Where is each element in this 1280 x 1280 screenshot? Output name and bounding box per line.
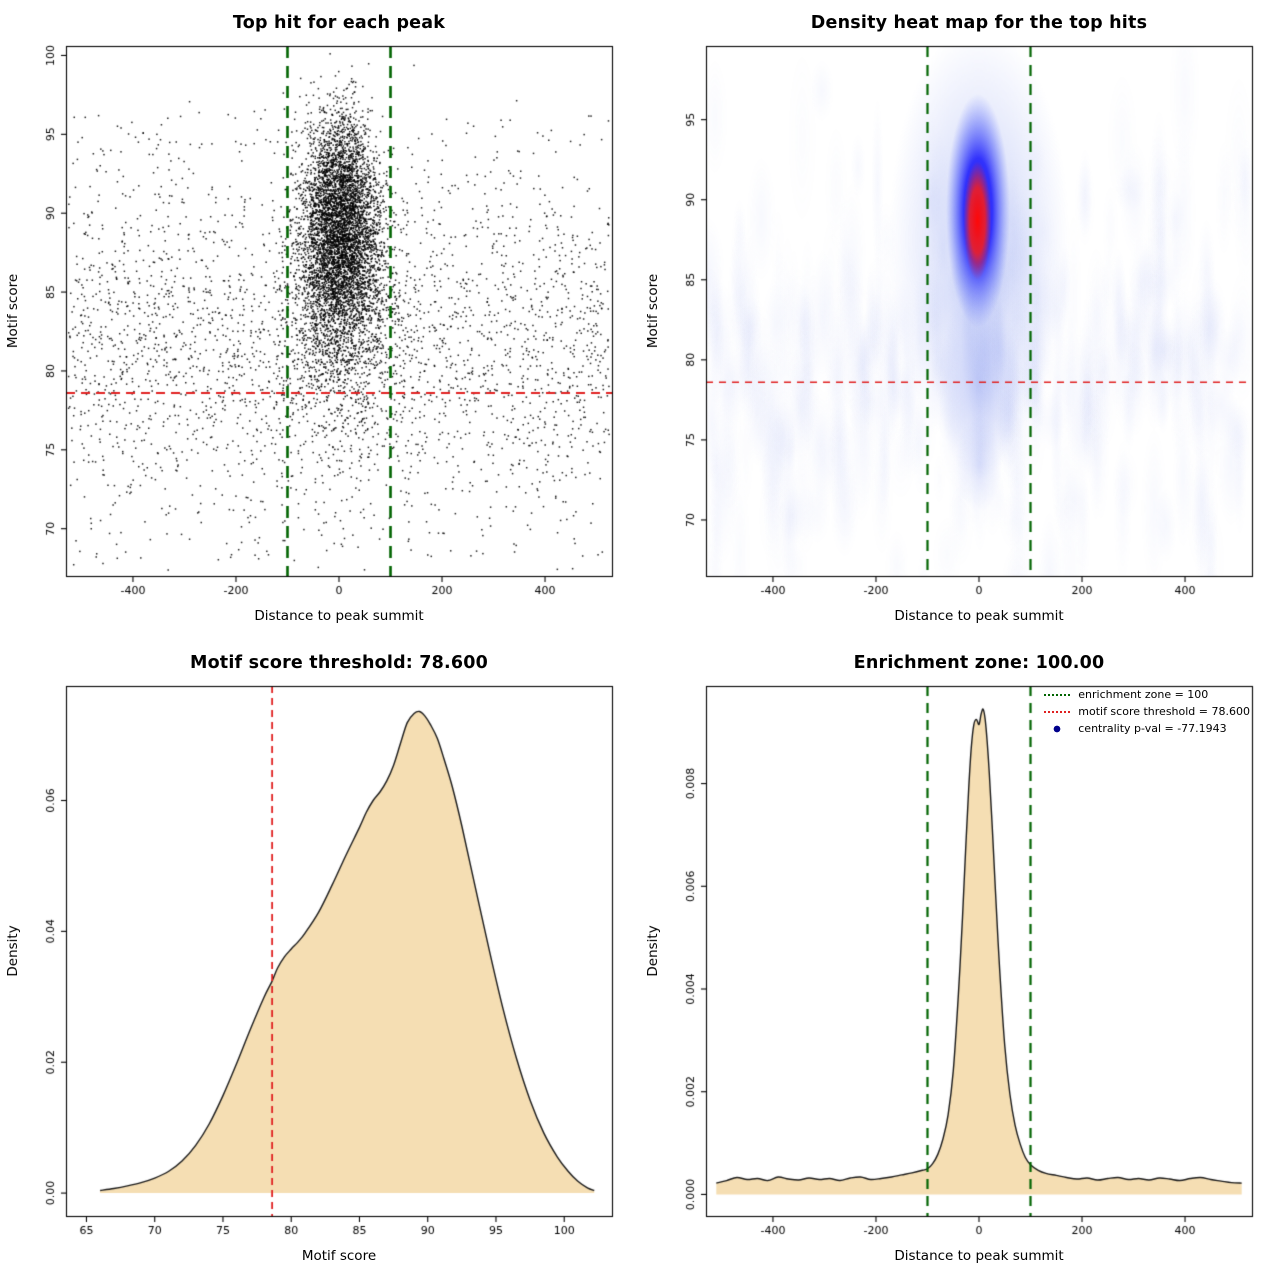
legend-item-score-threshold: motif score threshold = 78.600	[1044, 705, 1250, 718]
enrichment-density-xlabel: Distance to peak summit	[894, 1248, 1064, 1264]
score-threshold-line-icon	[1044, 710, 1071, 713]
chart-legend: enrichment zone = 100 motif score thresh…	[1044, 688, 1250, 735]
scatter-title: Top hit for each peak	[232, 13, 446, 33]
legend-item-centrality-pval: centrality p-val = -77.1943	[1044, 722, 1227, 735]
legend-item-enrichment-zone: enrichment zone = 100	[1044, 688, 1208, 701]
score-density-xlabel: Motif score	[301, 1248, 377, 1264]
enrichment-density-plot-area: Distance to peak summit Density enrichme…	[640, 674, 1280, 1274]
panel-enrichment-zone-density: Enrichment zone: 100.00 Distance to peak…	[640, 640, 1280, 1280]
heatmap-ylabel: Motif score	[645, 273, 661, 349]
scatter-plot-area: Distance to peak summit Motif score	[0, 34, 640, 634]
legend-label: enrichment zone = 100	[1078, 688, 1209, 701]
legend-label: centrality p-val = -77.1943	[1078, 722, 1227, 735]
scatter-ylabel: Motif score	[5, 273, 21, 349]
enrichment-density-title: Enrichment zone: 100.00	[853, 653, 1105, 673]
enrichment-zone-line-icon	[1044, 693, 1071, 696]
heatmap-canvas	[640, 34, 1280, 634]
panel-motif-score-density: Motif score threshold: 78.600 Motif scor…	[0, 640, 640, 1280]
panel-top-hit-scatter: Top hit for each peak Distance to peak s…	[0, 0, 640, 640]
heatmap-xlabel: Distance to peak summit	[894, 608, 1064, 624]
distance-density-canvas	[640, 674, 1280, 1274]
legend-label: motif score threshold = 78.600	[1078, 705, 1250, 718]
score-density-ylabel: Density	[5, 925, 21, 977]
heatmap-plot-area: Distance to peak summit Motif score	[640, 34, 1280, 634]
score-density-canvas	[0, 674, 640, 1274]
scatter-canvas	[0, 34, 640, 634]
pvalue-dot-icon	[1044, 724, 1071, 733]
heatmap-title: Density heat map for the top hits	[810, 13, 1148, 33]
score-density-title: Motif score threshold: 78.600	[189, 653, 489, 673]
panel-density-heatmap: Density heat map for the top hits Distan…	[640, 0, 1280, 640]
enrichment-density-ylabel: Density	[645, 925, 661, 977]
scatter-xlabel: Distance to peak summit	[254, 608, 424, 624]
score-density-plot-area: Motif score Density	[0, 674, 640, 1274]
